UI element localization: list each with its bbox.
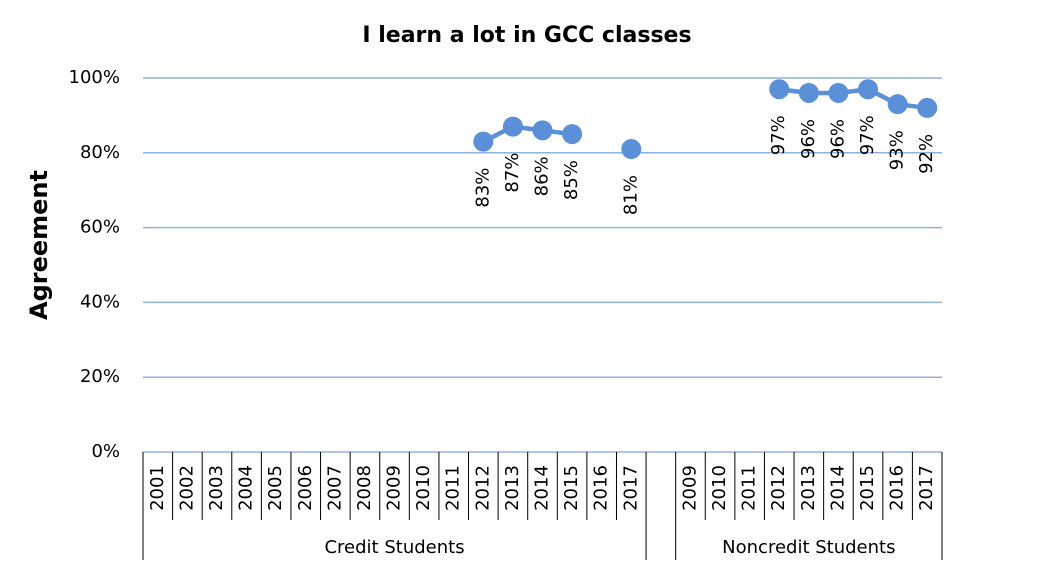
x-tick-label: 2008 bbox=[354, 465, 375, 511]
x-tick-label: 2015 bbox=[561, 465, 582, 511]
data-point bbox=[473, 131, 494, 152]
data-point bbox=[858, 79, 879, 100]
x-tick-label: 2011 bbox=[739, 465, 760, 511]
data-label: 96% bbox=[798, 119, 819, 159]
x-tick-label: 2017 bbox=[620, 465, 641, 511]
chart-title: I learn a lot in GCC classes bbox=[362, 23, 691, 48]
y-tick-label: 40% bbox=[80, 291, 120, 312]
data-point bbox=[798, 82, 819, 103]
y-tick-label: 60% bbox=[80, 217, 120, 238]
x-tick-label: 2005 bbox=[265, 465, 286, 511]
y-tick-label: 100% bbox=[69, 67, 120, 88]
data-point bbox=[769, 79, 790, 100]
data-point bbox=[532, 120, 553, 141]
x-tick-label: 2009 bbox=[679, 465, 700, 511]
x-tick-label: 2012 bbox=[768, 465, 789, 511]
x-tick-label: 2001 bbox=[147, 465, 168, 511]
x-tick-label: 2016 bbox=[591, 465, 612, 511]
data-label: 81% bbox=[620, 175, 641, 215]
x-tick-label: 2014 bbox=[827, 465, 848, 511]
data-point bbox=[502, 116, 523, 137]
x-tick-label: 2004 bbox=[236, 465, 257, 511]
x-tick-label: 2015 bbox=[857, 465, 878, 511]
x-tick-label: 2012 bbox=[472, 465, 493, 511]
x-tick-label: 2009 bbox=[384, 465, 405, 511]
data-label: 83% bbox=[472, 168, 493, 208]
data-point bbox=[621, 139, 642, 160]
group-label: Credit Students bbox=[324, 537, 464, 558]
x-tick-label: 2014 bbox=[532, 465, 553, 511]
x-tick-label: 2010 bbox=[709, 465, 730, 511]
x-tick-label: 2003 bbox=[206, 465, 227, 511]
x-tick-label: 2011 bbox=[443, 465, 464, 511]
data-label: 97% bbox=[857, 115, 878, 155]
x-tick-label: 2016 bbox=[887, 465, 908, 511]
x-tick-label: 2007 bbox=[324, 465, 345, 511]
data-label: 92% bbox=[916, 134, 937, 174]
data-label: 96% bbox=[827, 119, 848, 159]
data-point bbox=[828, 82, 849, 103]
data-label: 86% bbox=[532, 156, 553, 196]
y-axis-label: Agreement bbox=[25, 170, 53, 320]
x-tick-label: 2010 bbox=[413, 465, 434, 511]
data-label: 87% bbox=[502, 153, 523, 193]
y-tick-label: 0% bbox=[91, 441, 120, 462]
x-tick-label: 2002 bbox=[176, 465, 197, 511]
data-label: 93% bbox=[887, 130, 908, 170]
y-tick-label: 20% bbox=[80, 366, 120, 387]
x-tick-label: 2013 bbox=[798, 465, 819, 511]
x-tick-label: 2013 bbox=[502, 465, 523, 511]
data-label: 97% bbox=[768, 115, 789, 155]
group-label: Noncredit Students bbox=[722, 537, 895, 558]
data-point bbox=[887, 94, 908, 115]
data-point bbox=[917, 97, 938, 118]
data-label: 85% bbox=[561, 160, 582, 200]
x-tick-label: 2017 bbox=[916, 465, 937, 511]
data-point bbox=[562, 124, 583, 145]
y-tick-label: 80% bbox=[80, 142, 120, 163]
x-tick-label: 2006 bbox=[295, 465, 316, 511]
